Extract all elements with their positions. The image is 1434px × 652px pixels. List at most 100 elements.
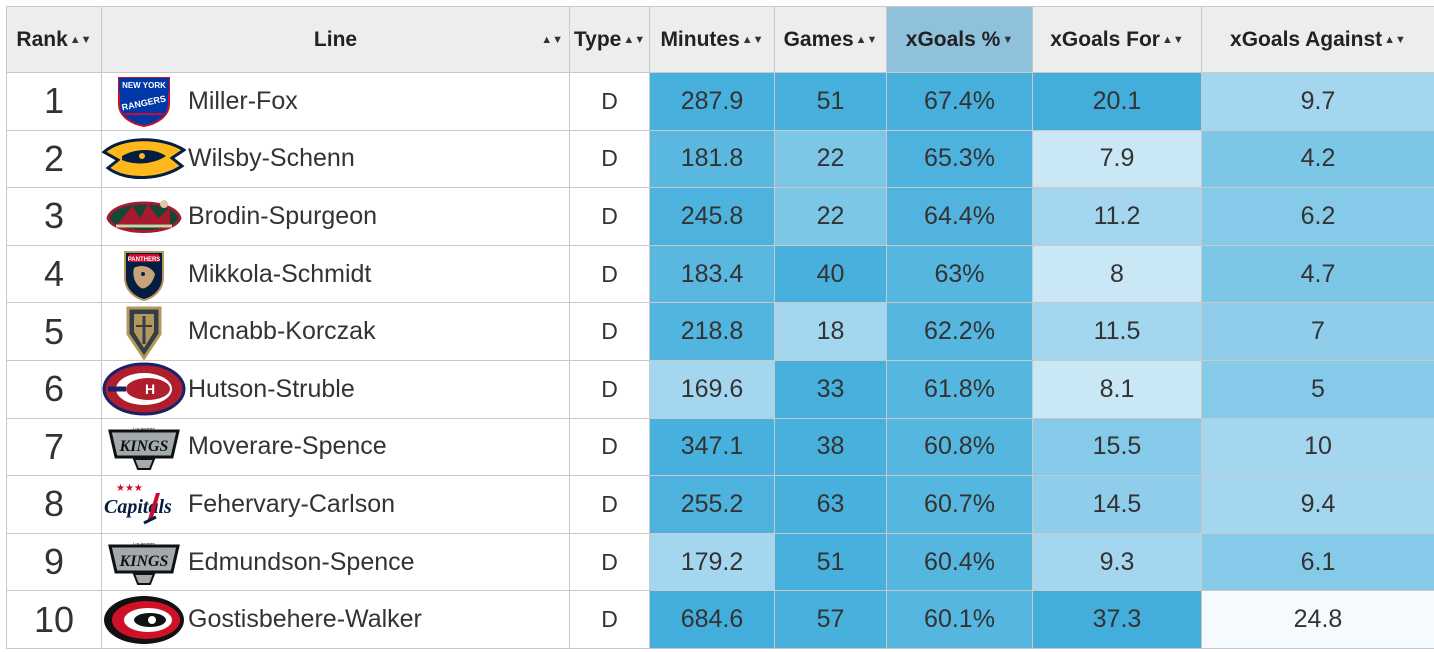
line-name[interactable]: Miller-Fox: [188, 86, 298, 115]
xgoals-against-cell: 9.4: [1201, 475, 1434, 534]
svg-text:★★★: ★★★: [116, 483, 143, 494]
column-header-games[interactable]: Games ▲▼: [774, 6, 887, 73]
predators-logo-icon: [102, 131, 186, 187]
xgoals-for-cell: 11.5: [1032, 302, 1202, 361]
rangers-logo-icon: NEW YORK RANGERS: [102, 73, 186, 129]
line-cell: Gostisbehere-Walker: [101, 590, 570, 649]
line-name[interactable]: Fehervary-Carlson: [188, 489, 396, 518]
svg-text:KINGS: KINGS: [119, 438, 169, 455]
rank-cell: 7: [6, 417, 102, 477]
xgoals-for-cell: 8: [1032, 244, 1202, 304]
line-name[interactable]: Brodin-Spurgeon: [188, 201, 378, 230]
rank-cell: 5: [6, 302, 102, 361]
table-row: 4 PANTHERS Mikkola-Schmidt D 183.4 40 63% 8 4.…: [6, 244, 1434, 304]
table-row: 2 Wilsby-Schenn D 181.8 22 65.3% 7.9 4.2: [6, 129, 1434, 189]
line-name[interactable]: Wilsby-Schenn: [188, 144, 355, 173]
line-name[interactable]: Mcnabb-Korczak: [188, 317, 376, 346]
xgoals-for-cell: 9.3: [1032, 532, 1202, 592]
golden-knights-logo-icon: [102, 304, 186, 360]
xgoals-for-cell: 15.5: [1032, 417, 1202, 477]
column-header-line[interactable]: Line ▲▼: [101, 6, 570, 73]
hurricanes-logo-icon: [102, 592, 186, 648]
column-header-xgoals-against[interactable]: xGoals Against ▲▼: [1201, 6, 1434, 73]
line-name[interactable]: Hutson-Struble: [188, 374, 355, 403]
minutes-cell: 245.8: [649, 187, 775, 246]
svg-text:KINGS: KINGS: [119, 553, 169, 570]
xgoals-against-cell: 9.7: [1201, 72, 1434, 131]
line-cell: NEW YORK RANGERS Miller-Fox: [101, 72, 570, 131]
games-cell: 63: [774, 475, 887, 534]
table-row: 8 ★★★ Capitals Fehervary-Carlson D 255.2 63…: [6, 475, 1434, 534]
type-cell: D: [569, 72, 650, 131]
games-cell: 57: [774, 590, 887, 649]
line-name[interactable]: Edmundson-Spence: [188, 547, 415, 576]
line-cell: Brodin-Spurgeon: [101, 187, 570, 246]
line-name[interactable]: Moverare-Spence: [188, 432, 387, 461]
sort-both-icon[interactable]: ▲▼: [741, 33, 764, 46]
type-cell: D: [569, 475, 650, 534]
games-cell: 22: [774, 129, 887, 189]
svg-text:Capitals: Capitals: [104, 496, 172, 518]
games-cell: 18: [774, 302, 887, 361]
column-header-type[interactable]: Type ▲▼: [569, 6, 650, 73]
column-header-rank[interactable]: Rank ▲▼: [6, 6, 102, 73]
table-row: 10 Gostisbehere-Walker D 684.6 57 60.1% 37.3 2…: [6, 590, 1434, 649]
rank-cell: 8: [6, 475, 102, 534]
xgoals-against-cell: 4.7: [1201, 244, 1434, 304]
rank-cell: 4: [6, 244, 102, 304]
xgoals-pct-cell: 64.4%: [886, 187, 1033, 246]
sort-both-icon[interactable]: ▲▼: [69, 33, 92, 46]
games-cell: 22: [774, 187, 887, 246]
line-cell: ★★★ Capitals Fehervary-Carlson: [101, 475, 570, 534]
line-name[interactable]: Gostisbehere-Walker: [188, 605, 422, 634]
stats-table-container: Rank ▲▼ Line ▲▼ Type ▲▼ Minutes ▲▼ Games ▲▼ x…: [6, 6, 1434, 652]
rank-cell: 2: [6, 129, 102, 189]
column-header-minutes[interactable]: Minutes ▲▼: [649, 6, 775, 73]
sort-both-icon[interactable]: ▲▼: [1384, 33, 1406, 46]
xgoals-for-cell: 11.2: [1032, 187, 1202, 246]
svg-text:NEW YORK: NEW YORK: [122, 81, 166, 90]
minutes-cell: 684.6: [649, 590, 775, 649]
rank-cell: 9: [6, 532, 102, 592]
svg-text:H: H: [145, 381, 155, 397]
xgoals-pct-cell: 60.8%: [886, 417, 1033, 477]
line-name[interactable]: Mikkola-Schmidt: [188, 259, 372, 288]
type-cell: D: [569, 187, 650, 246]
games-cell: 38: [774, 417, 887, 477]
table-row: 5 Mcnabb-Korczak D 218.8 18 62.2% 11.5 7: [6, 302, 1434, 361]
panthers-logo-icon: PANTHERS: [102, 246, 186, 302]
xgoals-against-cell: 7: [1201, 302, 1434, 361]
sort-both-icon[interactable]: ▲▼: [855, 33, 878, 46]
table-row: 7 KINGS Los Angeles Moverare-Spence D 347.…: [6, 417, 1434, 477]
table-row: 6 H Hutson-Struble D 169.6 33 61.8% 8.1 5: [6, 359, 1434, 419]
xgoals-for-cell: 14.5: [1032, 475, 1202, 534]
xgoals-for-cell: 37.3: [1032, 590, 1202, 649]
column-header-xgoals-for[interactable]: xGoals For ▲▼: [1032, 6, 1202, 73]
table-body: 1 NEW YORK RANGERS Miller-Fox D 287.9 51 67.…: [6, 72, 1434, 649]
capitals-logo-icon: ★★★ Capitals: [102, 476, 186, 532]
xgoals-pct-cell: 63%: [886, 244, 1033, 304]
table-row: 1 NEW YORK RANGERS Miller-Fox D 287.9 51 67.…: [6, 72, 1434, 131]
table-row: 3 Brodin-Spurgeon D 245.8 22 64.4% 11.2 6.2: [6, 187, 1434, 246]
sort-both-icon[interactable]: ▲▼: [541, 33, 563, 46]
xgoals-against-cell: 5: [1201, 359, 1434, 419]
games-cell: 51: [774, 72, 887, 131]
type-cell: D: [569, 532, 650, 592]
xgoals-against-cell: 4.2: [1201, 129, 1434, 189]
canadiens-logo-icon: H: [102, 361, 186, 417]
rank-cell: 10: [6, 590, 102, 649]
svg-text:Los Angeles: Los Angeles: [133, 426, 155, 431]
sort-both-icon[interactable]: ▲▼: [623, 33, 646, 46]
games-cell: 51: [774, 532, 887, 592]
line-cell: H Hutson-Struble: [101, 359, 570, 419]
lines-table: Rank ▲▼ Line ▲▼ Type ▲▼ Minutes ▲▼ Games ▲▼ x…: [6, 6, 1434, 649]
svg-text:Los Angeles: Los Angeles: [133, 541, 155, 546]
sort-desc-icon[interactable]: ▼: [1002, 33, 1014, 46]
rank-cell: 1: [6, 72, 102, 131]
line-cell: KINGS Los Angeles Moverare-Spence: [101, 417, 570, 477]
xgoals-pct-cell: 65.3%: [886, 129, 1033, 189]
table-row: 9 KINGS Los Angeles Edmundson-Spence D 179…: [6, 532, 1434, 592]
xgoals-pct-cell: 62.2%: [886, 302, 1033, 361]
column-header-xgoals-pct[interactable]: xGoals % ▼: [886, 6, 1033, 73]
sort-both-icon[interactable]: ▲▼: [1161, 33, 1184, 46]
